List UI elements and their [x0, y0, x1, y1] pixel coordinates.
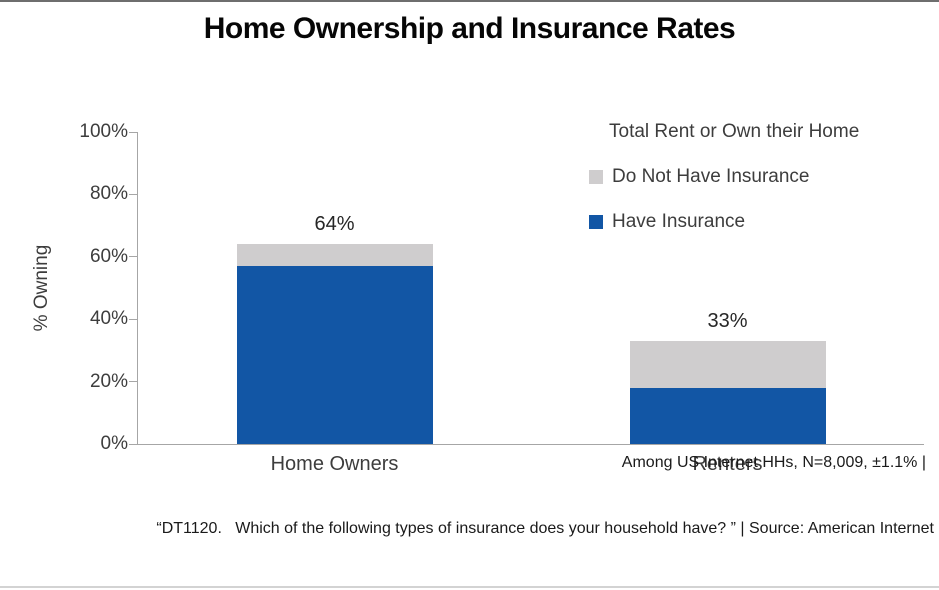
y-axis-tick-mark — [129, 193, 138, 195]
source-note: “DT1120. Which of the following types of… — [156, 520, 934, 537]
legend: Total Rent or Own their Home Do Not Have… — [589, 121, 859, 256]
x-axis-label-home-owners: Home Owners — [270, 453, 399, 475]
y-axis-tick-mark — [129, 131, 138, 133]
y-axis-tick-mark — [129, 443, 138, 445]
y-axis-tick-mark — [129, 256, 138, 258]
x-axis-label-renters: Renters — [692, 453, 763, 475]
legend-swatch-have-insurance — [589, 214, 603, 229]
footnote: Among US Internet HHs, N=8,009, ±1.1% | … — [156, 408, 934, 584]
y-axis-tick-mark — [129, 381, 138, 383]
y-axis-tick-label-100: 100% — [79, 121, 128, 142]
y-axis-tick-label-80: 80% — [89, 183, 128, 205]
bar-home-owners-have-insurance — [236, 266, 433, 444]
legend-item-do-not-have-insurance: Do Not Have Insurance — [589, 166, 859, 187]
total-label-renters: 33% — [707, 310, 748, 333]
y-axis-tick-label-0: 0% — [100, 433, 128, 454]
legend-label-do-not-have-insurance: Do Not Have Insurance — [612, 165, 810, 187]
bar-home-owners-do-not-have-insurance — [236, 244, 433, 267]
bar-renters-have-insurance — [629, 387, 826, 444]
bottom-border-rule — [0, 586, 939, 588]
y-axis-tick-mark — [129, 318, 138, 320]
sample-note: Among US Internet HHs, N=8,009, ±1.1% | — [621, 454, 926, 471]
y-axis-tick-label-60: 60% — [89, 245, 128, 267]
legend-label-have-insurance: Have Insurance — [612, 210, 746, 232]
legend-swatch-do-not-have-insurance — [589, 169, 603, 184]
legend-item-have-insurance: Have Insurance — [589, 211, 859, 232]
y-axis-tick-label-20: 20% — [89, 370, 128, 392]
y-axis-tick-label-40: 40% — [89, 308, 128, 330]
bar-renters-do-not-have-insurance — [629, 341, 826, 388]
legend-title: Total Rent or Own their Home — [609, 121, 860, 142]
total-label-home-owners: 64% — [314, 213, 355, 236]
top-border-rule — [0, 0, 939, 2]
legend-items: Do Not Have Insurance Have Insurance — [589, 166, 859, 232]
chart-title: Home Ownership and Insurance Rates — [203, 12, 736, 45]
plot-area: 0% 20% 40% 60% 80% 100% 64% Home Owners 33% Rente… — [79, 121, 924, 475]
